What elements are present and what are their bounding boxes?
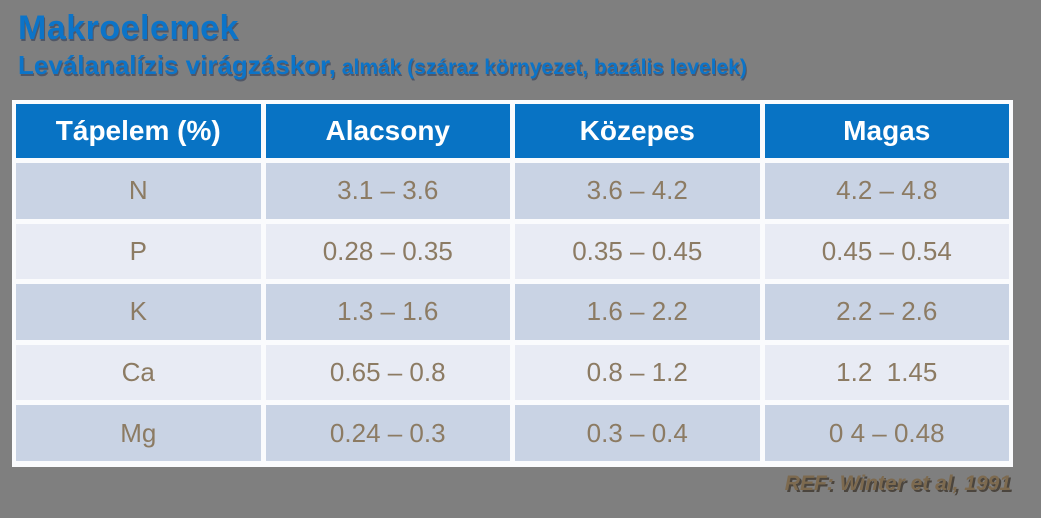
table-cell-ca-medium: 0.8 – 1.2 — [515, 344, 760, 401]
table-cell-n-medium: 3.6 – 4.2 — [515, 163, 760, 219]
table-cell-element-n: N — [16, 163, 261, 219]
table-cell-mg-low: 0.24 – 0.3 — [265, 405, 510, 461]
table-cell-n-low: 3.1 – 3.6 — [265, 163, 510, 219]
table-cell-element-p: P — [16, 223, 261, 280]
table-cell-k-medium: 1.6 – 2.2 — [515, 284, 760, 340]
nutrient-table: Tápelem (%) Alacsony Közepes Magas N 3.1… — [12, 100, 1013, 467]
table-cell-ca-high: 1.2 1.45 — [764, 344, 1009, 401]
subtitle-detail: almák (száraz környezet, bazális levelek… — [335, 55, 747, 79]
title-block: Makroelemek Leválanalízis virágzáskor, a… — [18, 8, 747, 79]
column-header-medium: Közepes — [515, 104, 760, 158]
table-cell-mg-high: 0 4 – 0.48 — [764, 405, 1009, 461]
table-cell-mg-medium: 0.3 – 0.4 — [515, 405, 760, 461]
subtitle-main: Leválanalízis virágzáskor, — [18, 49, 336, 80]
table-cell-p-low: 0.28 – 0.35 — [265, 223, 510, 280]
page-title: Makroelemek — [18, 9, 239, 47]
reference-text: REF: Winter et al, 1991 — [784, 472, 1011, 495]
column-header-nutrient: Tápelem (%) — [16, 104, 261, 158]
table-cell-element-ca: Ca — [16, 344, 261, 401]
page-subtitle: Leválanalízis virágzáskor, almák (száraz… — [18, 49, 747, 80]
table-cell-k-low: 1.3 – 1.6 — [265, 284, 510, 340]
table-cell-p-high: 0.45 – 0.54 — [764, 223, 1009, 280]
table-cell-ca-low: 0.65 – 0.8 — [265, 344, 510, 401]
table-cell-n-high: 4.2 – 4.8 — [764, 163, 1009, 219]
column-header-low: Alacsony — [265, 104, 510, 158]
table-cell-element-k: K — [16, 284, 261, 340]
column-header-high: Magas — [764, 104, 1009, 158]
table-cell-k-high: 2.2 – 2.6 — [764, 284, 1009, 340]
table-cell-element-mg: Mg — [16, 405, 261, 461]
table-cell-p-medium: 0.35 – 0.45 — [515, 223, 760, 280]
